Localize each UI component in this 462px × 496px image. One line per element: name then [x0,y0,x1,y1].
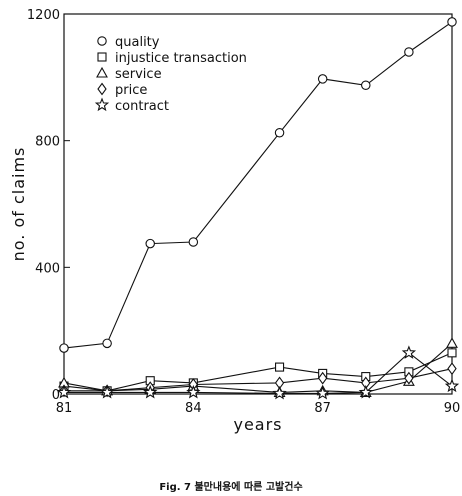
y-tick-label: 800 [35,135,60,150]
figure-caption: Fig. 7 불만내용에 따른 고발건수 [159,482,303,493]
data-point-diamond [447,362,457,376]
ticks-layer: 0 400 800 1200 81 84 87 90 [27,8,460,416]
legend-label: price [115,83,147,98]
x-tick-label: 84 [185,401,202,416]
y-axis-title: no. of claims [9,147,28,262]
data-point-circle [145,238,155,249]
legend-marker-diamond [97,82,107,96]
data-point-star [56,384,72,399]
y-tick-label: 400 [35,261,60,276]
legend-marker-star [94,97,110,112]
data-point-star [99,384,115,399]
data-point-circle [102,338,112,349]
data-point-star [143,384,158,399]
legend-label: quality [115,35,160,50]
data-point-diamond [317,371,328,385]
legend-marker-square [97,52,107,62]
data-point-circle [404,47,414,57]
y-tick-label: 0 [52,388,60,403]
series-line-triangle [63,342,453,393]
data-point-circle [274,128,285,138]
legend-label: contract [115,99,169,114]
x-tick-label: 81 [56,401,73,416]
data-point-circle [317,74,328,84]
data-point-star [315,385,330,400]
data-point-star [401,345,417,359]
legend-marker-circle [97,36,107,46]
data-point-diamond [404,371,414,385]
data-point-star [272,385,287,400]
y-tick-label: 1200 [27,8,60,23]
data-point-circle [59,343,69,353]
data-point-triangle [446,337,458,348]
data-point-circle [361,80,371,91]
data-point-star [358,384,373,399]
data-point-circle [188,237,199,247]
data-point-square [447,348,457,358]
data-point-star [444,378,460,393]
data-point-square [275,362,285,372]
data-point-circle [447,17,457,27]
x-tick-label: 90 [444,401,461,416]
data-point-star [186,384,201,399]
x-axis-title: years [233,415,282,434]
legend-label: service [115,67,162,82]
legend-label: injustice transaction [115,51,247,66]
series-markers [56,17,460,400]
legend-marker-triangle [96,66,108,78]
plot-frame [63,13,453,395]
x-tick-label: 87 [314,401,331,416]
